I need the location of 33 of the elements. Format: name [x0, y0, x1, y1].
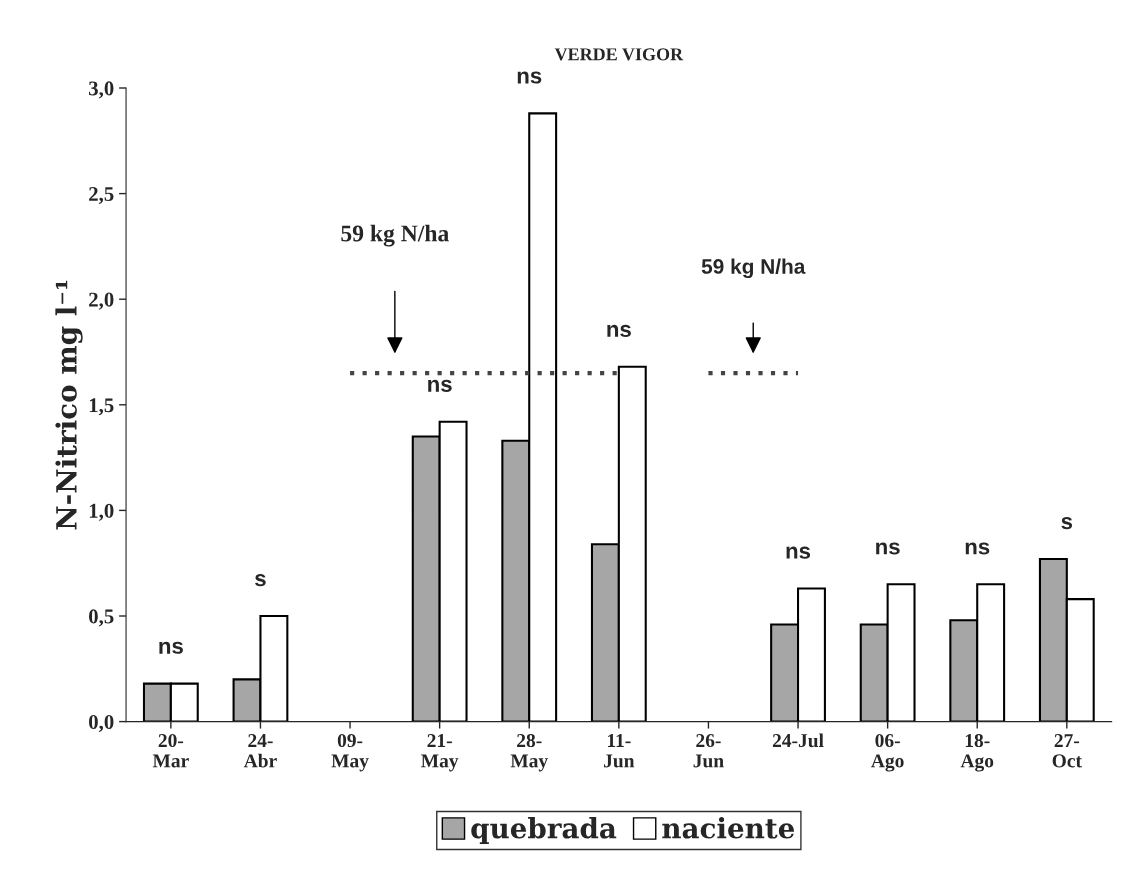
y-tick-label: 1,0: [89, 503, 114, 521]
annotation: ns: [428, 379, 452, 392]
legend-label: naciente: [662, 817, 795, 839]
y-tick-label: 3,0: [89, 81, 114, 99]
annotation: ns: [786, 546, 811, 559]
x-tick-label: 26- Jun: [693, 734, 724, 768]
annotation: s: [1061, 517, 1073, 530]
x-tick-label: 24-Jul: [772, 733, 824, 748]
y-tick-label: 1,5: [89, 398, 114, 416]
x-tick-label: 06- Ago: [871, 733, 904, 772]
annotation: ns: [159, 641, 183, 654]
x-tick-label: 18- Ago: [960, 733, 994, 772]
annotation: 59 kg N/ha: [701, 258, 806, 279]
x-tick-label: 11- Jun: [604, 734, 635, 768]
y-tick-label: 2,5: [89, 187, 114, 205]
x-tick-label: 21- May: [421, 734, 459, 772]
y-tick-label: 2,0: [89, 292, 114, 310]
annotation: ns: [607, 324, 631, 338]
annotation: s: [255, 574, 266, 587]
chart-title: VERDE VIGOR: [554, 48, 684, 61]
annotation: 59 kg N/ha: [341, 224, 449, 247]
annotation: ns: [965, 542, 990, 555]
legend-label: quebrada: [471, 817, 617, 844]
y-tick-label: 0,0: [89, 714, 114, 733]
x-tick-label: 27- Oct: [1052, 734, 1082, 768]
x-tick-label: 24- Abr: [243, 734, 277, 768]
y-tick-label: 0,5: [89, 609, 114, 627]
y-axis-title: N-Nitrico mg l⁻¹: [55, 280, 83, 530]
x-tick-label: 20- Mar: [152, 733, 189, 768]
text: ns: [517, 71, 542, 84]
x-tick-label: 09- May: [331, 733, 369, 772]
x-tick-label: 28- May: [510, 733, 548, 772]
annotation: ns: [876, 542, 900, 555]
